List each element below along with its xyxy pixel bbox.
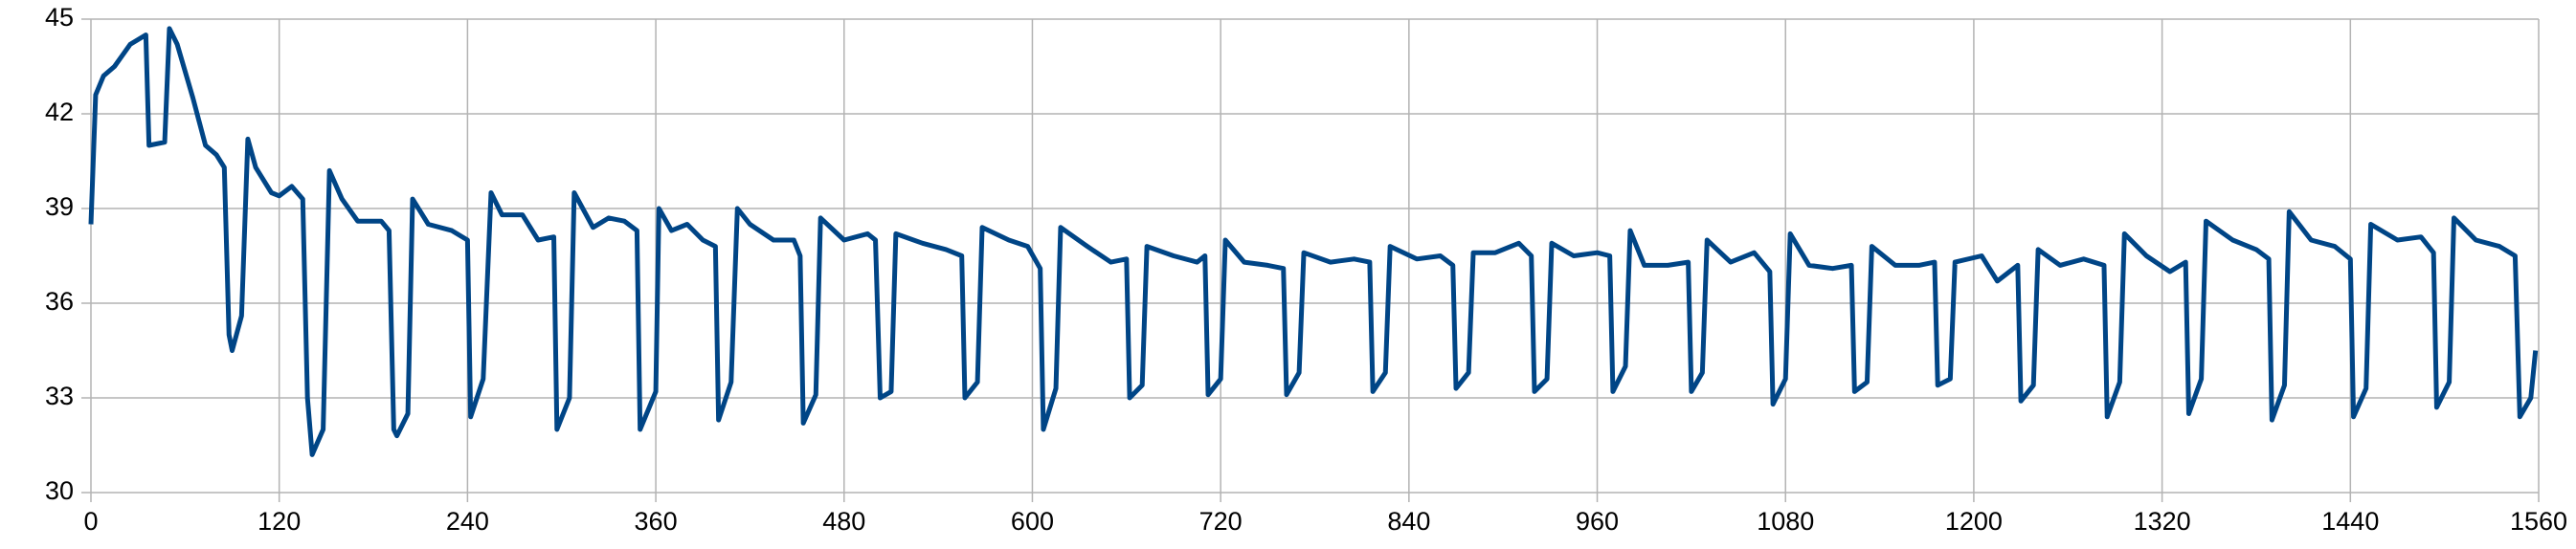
y-tick-label: 36 — [45, 287, 74, 316]
x-tick-label: 840 — [1387, 507, 1430, 536]
y-tick-label: 45 — [45, 3, 74, 32]
y-tick-label: 39 — [45, 192, 74, 221]
x-tick-label: 360 — [635, 507, 678, 536]
x-tick-label: 240 — [446, 507, 489, 536]
x-tick-label: 600 — [1011, 507, 1054, 536]
x-tick-label: 1320 — [2134, 507, 2191, 536]
x-tick-label: 1080 — [1757, 507, 1814, 536]
x-tick-label: 1560 — [2510, 507, 2567, 536]
x-tick-label: 120 — [258, 507, 301, 536]
data-line — [88, 26, 2539, 457]
x-tick-label: 480 — [822, 507, 865, 536]
x-tick-label: 1440 — [2321, 507, 2379, 536]
x-tick-label: 720 — [1199, 507, 1243, 536]
x-tick-label: 0 — [83, 507, 98, 536]
x-tick-label: 960 — [1576, 507, 1619, 536]
y-tick-label: 30 — [45, 476, 74, 505]
x-tick-label: 1200 — [1945, 507, 2003, 536]
y-tick-label: 33 — [45, 382, 74, 410]
y-tick-label: 42 — [45, 98, 74, 126]
